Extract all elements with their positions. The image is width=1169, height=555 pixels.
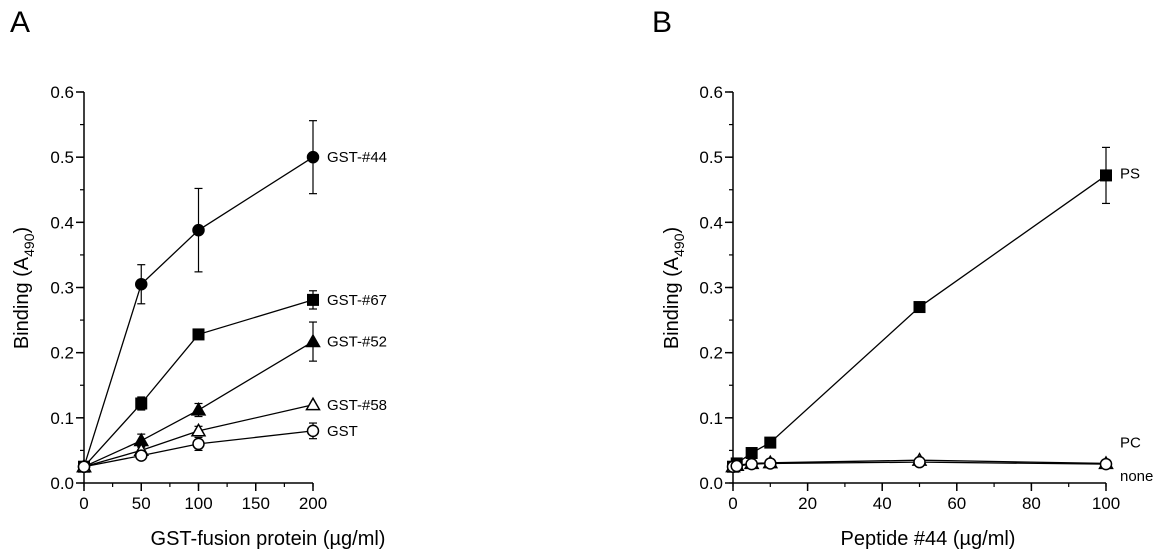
x-tick-label: 60 — [947, 494, 966, 513]
series-gst: GST — [77, 422, 358, 473]
y-tick-label: 0.6 — [699, 83, 723, 102]
y-tick-label: 0.2 — [699, 344, 723, 363]
panel-a-x-axis-title: GST-fusion protein (µg/ml) — [151, 528, 386, 550]
series-pc: PC — [725, 434, 1141, 473]
data-point — [1100, 169, 1112, 182]
data-point — [306, 150, 320, 164]
data-point — [764, 457, 777, 470]
chart-panel-a: A GST-fusion protein (µg/ml) Binding (A4… — [10, 6, 387, 550]
series-line — [83, 430, 314, 468]
y-tick-label: 0.3 — [50, 279, 74, 298]
x-tick-label: 20 — [798, 494, 817, 513]
y-tick-label: 0.4 — [50, 213, 74, 232]
y-tick-label: 0.5 — [699, 148, 723, 167]
y-tick-label: 0.0 — [699, 474, 723, 493]
data-point — [305, 396, 321, 411]
data-point — [913, 301, 926, 314]
y-tick-label: 0.5 — [50, 148, 74, 167]
data-point — [745, 457, 758, 471]
x-tick-label: 200 — [299, 494, 327, 513]
panel-b-x-axis-title: Peptide #44 (µg/ml) — [841, 528, 1016, 550]
series-none: none — [726, 455, 1153, 485]
y-tick-label: 0.1 — [699, 409, 723, 428]
series-line — [83, 341, 314, 468]
y-tick-label: 0.6 — [50, 83, 74, 102]
data-point — [135, 449, 148, 462]
series-ps: PS — [727, 146, 1140, 473]
panel-a-letter: A — [10, 6, 30, 39]
series-label: GST-#58 — [327, 397, 387, 414]
panel-b-y-axis-title: Binding (A490) — [661, 227, 687, 349]
series-label: GST — [327, 423, 358, 440]
x-tick-label: 100 — [184, 494, 212, 513]
series-gst-67: GST-#67 — [78, 290, 387, 473]
data-point — [306, 424, 320, 438]
x-tick-label: 50 — [132, 494, 151, 513]
series-line — [83, 404, 314, 468]
y-tick-label: 0.2 — [50, 344, 74, 363]
data-point — [730, 459, 743, 473]
x-tick-label: 0 — [79, 494, 88, 513]
data-point — [192, 328, 205, 341]
x-tick-label: 100 — [1092, 494, 1120, 513]
data-point — [190, 422, 207, 437]
data-point — [913, 455, 926, 469]
series-label: GST-#44 — [327, 149, 387, 166]
panel-a-y-axis-title: Binding (A490) — [11, 227, 37, 349]
y-tick-label: 0.4 — [699, 213, 723, 232]
data-point — [77, 460, 91, 473]
series-label: GST-#52 — [327, 334, 387, 351]
chart-panel-b: B Peptide #44 (µg/ml) Binding (A490) 0 20… — [652, 6, 1153, 550]
data-point — [307, 293, 319, 306]
y-tick-label: 0.3 — [699, 279, 723, 298]
data-point — [1099, 457, 1113, 471]
series-line — [83, 156, 314, 467]
x-tick-label: 0 — [728, 494, 737, 513]
x-tick-label: 150 — [242, 494, 270, 513]
series-gst-52: GST-#52 — [76, 321, 387, 473]
data-point — [192, 437, 205, 451]
series-label: PS — [1120, 165, 1140, 182]
x-tick-label: 40 — [873, 494, 892, 513]
x-tick-label: 80 — [1022, 494, 1041, 513]
series-label: GST-#67 — [327, 292, 387, 309]
series-label: PC — [1120, 434, 1141, 451]
series-line — [83, 299, 314, 468]
data-point — [305, 333, 321, 348]
data-point — [135, 277, 148, 291]
series-line — [732, 174, 1107, 468]
data-point — [764, 436, 777, 449]
data-point — [135, 397, 148, 410]
y-tick-label: 0.0 — [50, 474, 74, 493]
panel-b-letter: B — [652, 6, 672, 39]
data-point — [192, 223, 205, 237]
data-point — [190, 402, 207, 416]
y-tick-label: 0.1 — [50, 409, 74, 428]
series-label: none — [1120, 468, 1153, 485]
